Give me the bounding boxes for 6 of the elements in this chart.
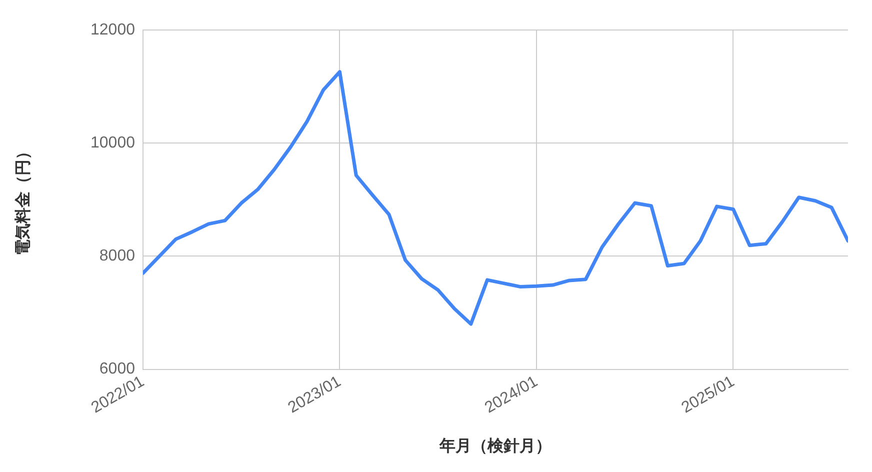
y-axis-title: 電気料金（円）	[14, 144, 32, 256]
y-tick-label: 6000	[99, 360, 136, 378]
x-axis-title: 年月（検針月）	[438, 436, 552, 455]
y-tick-label: 10000	[90, 134, 136, 152]
y-tick-label: 12000	[90, 21, 136, 38]
y-tick-label: 8000	[99, 248, 136, 265]
